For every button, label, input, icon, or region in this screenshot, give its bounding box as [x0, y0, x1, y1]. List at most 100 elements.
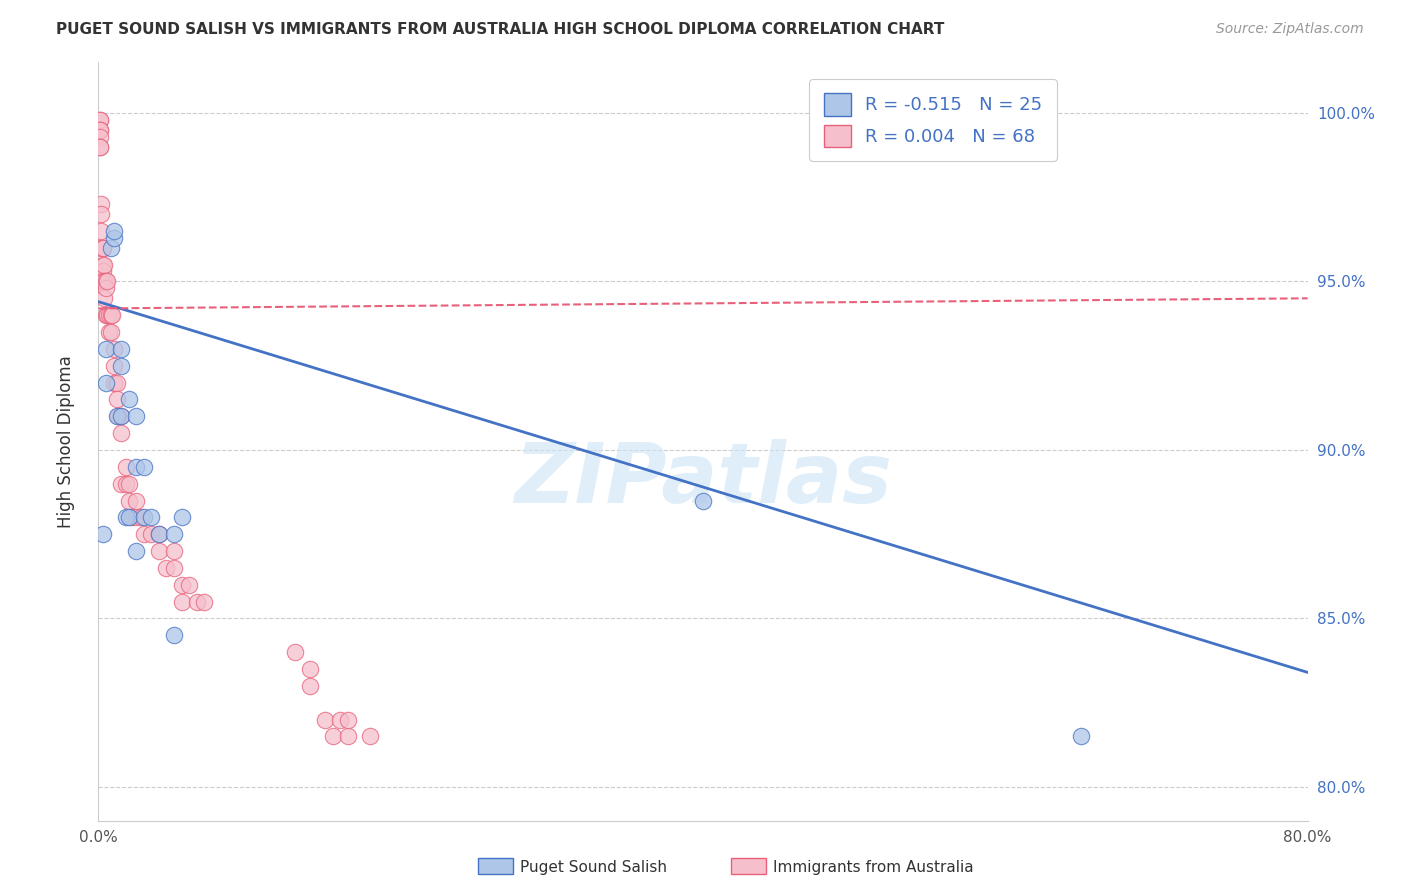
Point	[118, 510, 141, 524]
Text: Source: ZipAtlas.com: Source: ZipAtlas.com	[1216, 22, 1364, 37]
Point	[336, 730, 359, 744]
Point	[94, 342, 117, 356]
Point	[90, 224, 112, 238]
Point	[89, 112, 111, 127]
Point	[141, 510, 163, 524]
Point	[101, 308, 124, 322]
Point	[89, 139, 111, 153]
Point	[118, 493, 141, 508]
Point	[132, 459, 155, 474]
Point	[118, 476, 141, 491]
Point	[129, 510, 152, 524]
Point	[105, 409, 128, 424]
Point	[105, 376, 128, 390]
Point	[107, 409, 129, 424]
Point	[125, 493, 148, 508]
Point	[193, 594, 215, 608]
Point	[170, 578, 193, 592]
Point	[284, 645, 307, 659]
Point	[98, 325, 121, 339]
Point	[89, 123, 111, 137]
Point	[103, 230, 125, 244]
Point	[100, 308, 122, 322]
Point	[89, 139, 111, 153]
Point	[110, 409, 132, 424]
Point	[163, 544, 186, 558]
Point	[93, 291, 115, 305]
Point	[314, 713, 336, 727]
Point	[179, 578, 201, 592]
Point	[329, 713, 352, 727]
Point	[118, 392, 141, 407]
Point	[125, 459, 148, 474]
Point	[89, 129, 111, 144]
Point	[132, 510, 155, 524]
Point	[125, 544, 148, 558]
Text: ZIPatlas: ZIPatlas	[515, 439, 891, 520]
Y-axis label: High School Diploma: High School Diploma	[56, 355, 75, 528]
Point	[360, 730, 382, 744]
Point	[141, 527, 163, 541]
Point	[170, 510, 193, 524]
Point	[90, 207, 112, 221]
Point	[100, 325, 122, 339]
Point	[93, 258, 115, 272]
Text: Immigrants from Australia: Immigrants from Australia	[773, 861, 974, 875]
Point	[110, 426, 132, 441]
Point	[163, 628, 186, 642]
Point	[91, 241, 114, 255]
Point	[91, 264, 114, 278]
Point	[148, 527, 170, 541]
Text: Puget Sound Salish: Puget Sound Salish	[520, 861, 668, 875]
Point	[110, 409, 132, 424]
Point	[105, 392, 128, 407]
Point	[114, 510, 136, 524]
Point	[103, 359, 125, 373]
Text: PUGET SOUND SALISH VS IMMIGRANTS FROM AUSTRALIA HIGH SCHOOL DIPLOMA CORRELATION : PUGET SOUND SALISH VS IMMIGRANTS FROM AU…	[56, 22, 945, 37]
Point	[98, 308, 121, 322]
Point	[100, 241, 122, 255]
Point	[103, 342, 125, 356]
Point	[163, 561, 186, 575]
Point	[110, 342, 132, 356]
Point	[186, 594, 208, 608]
Point	[91, 241, 114, 255]
Point	[114, 476, 136, 491]
Point	[94, 376, 117, 390]
Point	[110, 476, 132, 491]
Point	[299, 662, 322, 676]
Point	[125, 409, 148, 424]
Point	[103, 224, 125, 238]
Point	[96, 308, 118, 322]
Point	[94, 281, 117, 295]
Point	[132, 527, 155, 541]
Point	[91, 275, 114, 289]
Point	[110, 359, 132, 373]
Point	[90, 275, 112, 289]
Point	[155, 561, 177, 575]
Point	[90, 197, 112, 211]
Point	[322, 730, 344, 744]
Point	[94, 308, 117, 322]
Point	[89, 112, 111, 127]
Point	[103, 376, 125, 390]
Point	[90, 241, 112, 255]
Point	[91, 527, 114, 541]
Point	[114, 459, 136, 474]
Point	[96, 275, 118, 289]
Point	[692, 493, 714, 508]
Point	[91, 258, 114, 272]
Point	[148, 527, 170, 541]
Point	[163, 527, 186, 541]
Legend: R = -0.515   N = 25, R = 0.004   N = 68: R = -0.515 N = 25, R = 0.004 N = 68	[810, 79, 1057, 161]
Point	[148, 544, 170, 558]
Point	[170, 594, 193, 608]
Point	[89, 123, 111, 137]
Point	[336, 713, 359, 727]
Point	[125, 510, 148, 524]
Point	[299, 679, 322, 693]
Point	[121, 510, 143, 524]
Point	[93, 275, 115, 289]
Point	[1070, 730, 1092, 744]
Point	[94, 275, 117, 289]
